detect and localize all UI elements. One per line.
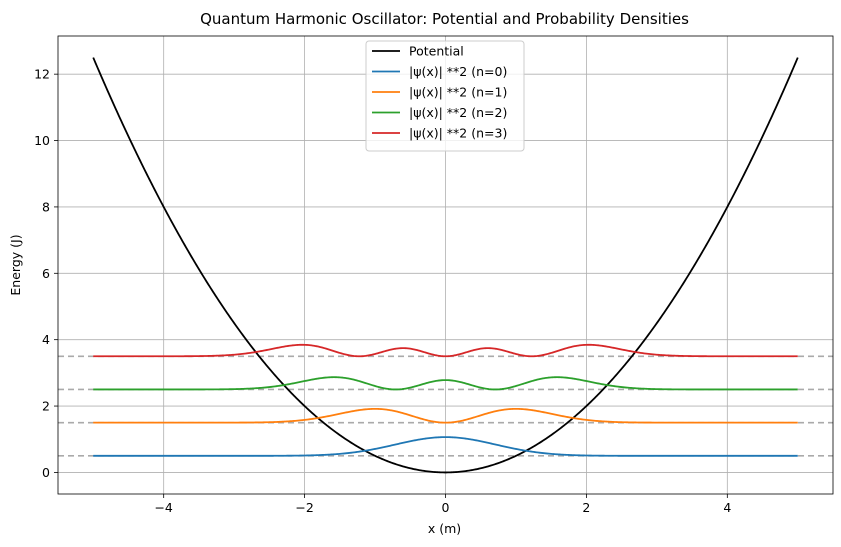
- legend-label: |ψ(x)| **2 (n=2): [409, 105, 507, 120]
- series-line-n2: [93, 376, 798, 391]
- legend: Potential |ψ(x)| **2 (n=0) |ψ(x)| **2 (n=1…: [365, 40, 525, 152]
- legend-label: Potential: [409, 44, 464, 59]
- x-tick-label: 0: [442, 500, 450, 515]
- y-axis-label: Energy (J): [8, 234, 23, 295]
- y-tick-label: 2: [42, 399, 50, 414]
- legend-box: [365, 40, 525, 152]
- y-tick-label: 0: [42, 465, 50, 480]
- x-tick-label: 2: [582, 500, 590, 515]
- y-tick-label: 8: [42, 199, 50, 214]
- series-line-n1: [93, 407, 798, 424]
- x-tick-label: 4: [723, 500, 731, 515]
- y-tick-label: 10: [34, 133, 50, 148]
- curves: [92, 57, 799, 474]
- x-tick-label: −4: [154, 500, 172, 515]
- y-tick-label: 6: [42, 266, 50, 281]
- legend-label: |ψ(x)| **2 (n=1): [409, 85, 507, 100]
- series-line-n3: [93, 343, 798, 358]
- series-line-n0: [93, 436, 798, 457]
- x-axis-label: x (m): [428, 521, 461, 536]
- potential-line: [92, 57, 799, 474]
- ticks: −4 −2 0 2 4 0 2 4 6 8 10 12: [34, 67, 731, 515]
- legend-label: |ψ(x)| **2 (n=3): [409, 126, 507, 141]
- y-tick-label: 12: [34, 67, 50, 82]
- y-tick-label: 4: [42, 332, 50, 347]
- legend-label: |ψ(x)| **2 (n=0): [409, 64, 507, 79]
- x-tick-label: −2: [295, 500, 313, 515]
- chart-title: Quantum Harmonic Oscillator: Potential a…: [200, 10, 689, 28]
